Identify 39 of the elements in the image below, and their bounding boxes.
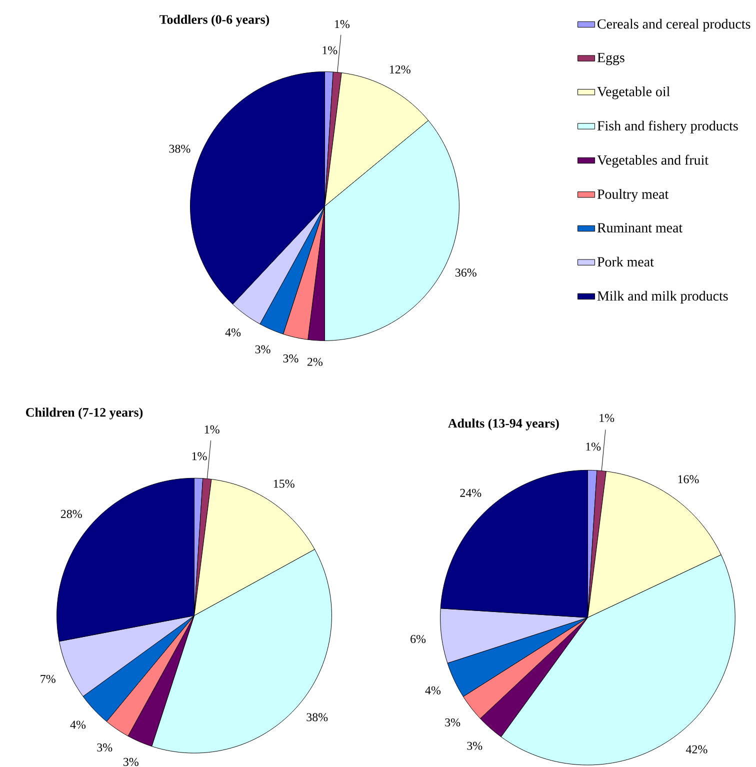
data-label: 1% [322, 46, 338, 54]
legend-label: Vegetable oil [597, 86, 670, 100]
data-label: 3% [124, 758, 139, 766]
data-label: 28% [61, 510, 82, 518]
legend-label: Pork meat [598, 256, 654, 267]
data-label: 4% [70, 720, 86, 729]
data-label: 38% [169, 144, 190, 153]
chart-title: Toddlers (0-6 years) [160, 14, 270, 27]
legend-label: Ruminant meat [598, 223, 683, 232]
data-label: 1% [205, 425, 220, 434]
data-label: 1% [335, 20, 350, 28]
data-label: 3% [467, 742, 482, 750]
legend-label: Vegetables and fruit [597, 154, 709, 168]
data-label: 3% [97, 743, 112, 752]
legend-label: Cereals and cereal products [598, 18, 750, 32]
legend-label: Fish and fishery products [598, 120, 738, 134]
data-label: 24% [460, 488, 482, 497]
data-label: 4% [225, 328, 241, 336]
data-label: 38% [306, 713, 328, 722]
data-label: 6% [410, 634, 426, 644]
data-label: 16% [678, 475, 699, 484]
chart-title: Children (7-12 years) [26, 408, 143, 420]
data-label: 12% [390, 65, 411, 74]
legend-label: Milk and milk products [598, 290, 728, 304]
data-label: 4% [425, 686, 441, 694]
legend-label: Eggs [598, 52, 625, 66]
data-label: 2% [308, 358, 323, 366]
data-label: 1% [586, 442, 601, 451]
data-label: 3% [445, 718, 460, 726]
data-label: 3% [256, 345, 270, 354]
data-label: 1% [600, 414, 614, 422]
data-label: 42% [686, 745, 708, 754]
legend-label: Poultry meat [598, 189, 669, 202]
data-label: 3% [283, 354, 298, 362]
data-label: 7% [40, 674, 56, 683]
chart-title: Adults (13-94 years) [448, 418, 560, 430]
data-label: 36% [456, 268, 477, 277]
data-label: 1% [192, 452, 207, 460]
data-label: 15% [274, 480, 295, 488]
